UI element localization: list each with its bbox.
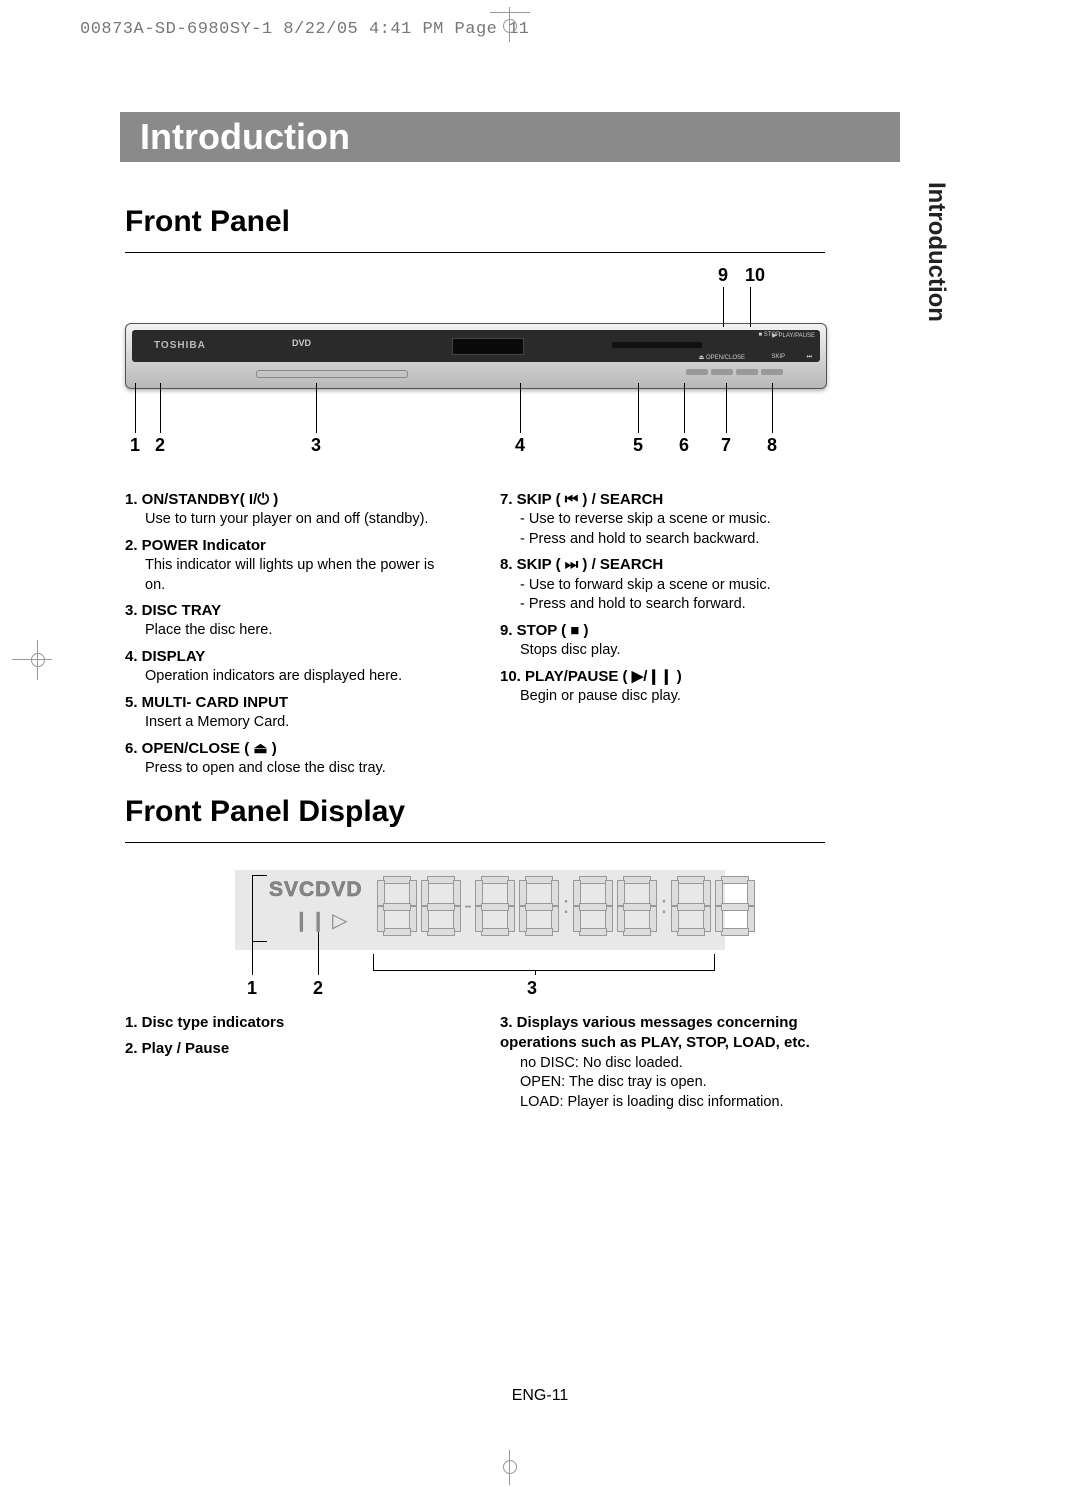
description-item: 9. STOP ( ■ )Stops disc play. (500, 621, 825, 661)
callout-number: 10 (745, 265, 765, 286)
description-body: - Press and hold to search forward. (520, 595, 825, 615)
description-item: 2. Play / Pause (125, 1039, 450, 1059)
description-title: 4. DISPLAY (125, 647, 450, 667)
description-item: 10. PLAY/PAUSE ( ▶/❙❙ )Begin or pause di… (500, 667, 825, 707)
section-heading-display: Front Panel Display (125, 795, 405, 829)
description-body: Press to open and close the disc tray. (145, 759, 450, 779)
description-column-right: 3. Displays various messages concerning … (500, 1013, 825, 1118)
rule (125, 252, 825, 253)
player-display (452, 338, 524, 355)
disc-tray (256, 370, 408, 378)
description-item: 2. POWER IndicatorThis indicator will li… (125, 536, 450, 595)
card-slot (612, 342, 702, 348)
description-item: 4. DISPLAYOperation indicators are displ… (125, 647, 450, 687)
description-body: no DISC: No disc loaded. (520, 1054, 825, 1074)
description-item: 3. Displays various messages concerning … (500, 1013, 825, 1112)
description-body: Place the disc here. (145, 621, 450, 641)
crop-mark-icon (490, 12, 530, 13)
description-item: 5. MULTI- CARD INPUTInsert a Memory Card… (125, 693, 450, 733)
callout-number: 7 (721, 435, 731, 456)
button-label: SKIP (771, 354, 785, 360)
callout-number: 2 (155, 435, 165, 456)
description-body: Begin or pause disc play. (520, 687, 825, 707)
description-column-right: 7. SKIP ( ⏮ ) / SEARCH- Use to reverse s… (500, 490, 825, 784)
front-panel-display-diagram: SVCDVD ❙❙ ▷ -:: 1 2 3 (235, 870, 725, 1010)
description-title: 7. SKIP ( ⏮ ) / SEARCH (500, 490, 825, 510)
description-item: 1. Disc type indicators (125, 1013, 450, 1033)
callout-number: 3 (527, 978, 537, 999)
display-descriptions: 1. Disc type indicators 2. Play / Pause 3… (125, 1013, 825, 1118)
description-body: - Press and hold to search backward. (520, 530, 825, 550)
button-label: ⏭ (807, 354, 812, 361)
bracket-icon (373, 954, 715, 971)
print-header: 00873A-SD-6980SY-1 8/22/05 4:41 PM Page … (80, 20, 529, 39)
description-body: Operation indicators are displayed here. (145, 667, 450, 687)
callout-number: 6 (679, 435, 689, 456)
description-item: 8. SKIP ( ⏭ ) / SEARCH- Use to forward s… (500, 555, 825, 614)
player-body: TOSHIBA DVD ■ STOP ▶ PLAY/PAUSE ⏏ OPEN/C… (125, 323, 827, 389)
section-heading-front-panel: Front Panel (125, 205, 290, 239)
lcd-panel: SVCDVD ❙❙ ▷ -:: (235, 870, 725, 950)
description-title: 3. DISC TRAY (125, 601, 450, 621)
description-title: 3. Displays various messages concerning … (500, 1013, 825, 1054)
callout-number: 1 (247, 978, 257, 999)
description-title: 1. Disc type indicators (125, 1013, 450, 1033)
chapter-title: Introduction (140, 116, 350, 158)
description-body: This indicator will lights up when the p… (145, 556, 450, 595)
description-column-left: 1. ON/STANDBY( I/⏻ )Use to turn your pla… (125, 490, 450, 784)
callout-number: 5 (633, 435, 643, 456)
rule (125, 842, 825, 843)
description-body: OPEN: The disc tray is open. (520, 1073, 825, 1093)
brand-label: TOSHIBA (154, 340, 206, 351)
button-row (686, 362, 816, 384)
description-title: 6. OPEN/CLOSE ( ⏏ ) (125, 739, 450, 759)
description-title: 2. Play / Pause (125, 1039, 450, 1059)
callout-number: 3 (311, 435, 321, 456)
description-item: 7. SKIP ( ⏮ ) / SEARCH- Use to reverse s… (500, 490, 825, 549)
description-body: Use to turn your player on and off (stan… (145, 510, 450, 530)
front-panel-diagram: TOSHIBA DVD ■ STOP ▶ PLAY/PAUSE ⏏ OPEN/C… (125, 265, 825, 465)
description-item: 1. ON/STANDBY( I/⏻ )Use to turn your pla… (125, 490, 450, 530)
disc-type-indicator: SVCDVD (269, 878, 363, 902)
callout-number: 4 (515, 435, 525, 456)
manual-page: 00873A-SD-6980SY-1 8/22/05 4:41 PM Page … (0, 0, 1080, 1487)
button-label: ▶ PLAY/PAUSE (772, 332, 815, 339)
description-body: Stops disc play. (520, 641, 825, 661)
description-body: - Use to forward skip a scene or music. (520, 576, 825, 596)
play-pause-icon: ❙❙ ▷ (293, 908, 347, 933)
description-title: 5. MULTI- CARD INPUT (125, 693, 450, 713)
front-panel-descriptions: 1. ON/STANDBY( I/⏻ )Use to turn your pla… (125, 490, 825, 784)
description-body: LOAD: Player is loading disc information… (520, 1093, 825, 1113)
seven-segment-display: -:: (375, 876, 757, 936)
description-title: 8. SKIP ( ⏭ ) / SEARCH (500, 555, 825, 575)
side-thumb-tab: Introduction (922, 182, 950, 322)
description-body: Insert a Memory Card. (145, 713, 450, 733)
description-column-left: 1. Disc type indicators 2. Play / Pause (125, 1013, 450, 1118)
description-item: 3. DISC TRAYPlace the disc here. (125, 601, 450, 641)
chapter-title-band: Introduction (120, 112, 900, 162)
callout-number: 9 (718, 265, 728, 286)
description-title: 10. PLAY/PAUSE ( ▶/❙❙ ) (500, 667, 825, 687)
page-number: ENG-11 (0, 1387, 1080, 1405)
callout-number: 2 (313, 978, 323, 999)
callout-number: 1 (130, 435, 140, 456)
description-item: 6. OPEN/CLOSE ( ⏏ )Press to open and clo… (125, 739, 450, 779)
description-title: 1. ON/STANDBY( I/⏻ ) (125, 490, 450, 510)
callout-number: 8 (767, 435, 777, 456)
button-label: ⏏ OPEN/CLOSE (699, 354, 745, 361)
dvd-logo-icon: DVD (292, 338, 311, 348)
description-title: 2. POWER Indicator (125, 536, 450, 556)
description-title: 9. STOP ( ■ ) (500, 621, 825, 641)
description-body: - Use to reverse skip a scene or music. (520, 510, 825, 530)
bracket-icon (252, 875, 267, 942)
